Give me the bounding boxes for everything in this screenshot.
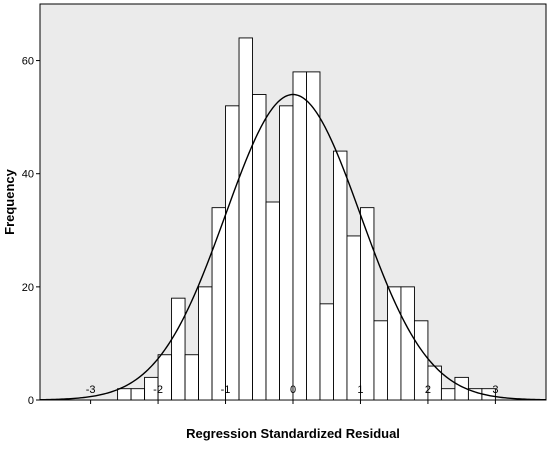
bars-group (117, 37, 496, 401)
x-tick-label-3: 0 (290, 384, 296, 396)
histogram-bar-8 (225, 105, 240, 401)
histogram-bar-17 (346, 235, 361, 401)
histogram-bar-20 (387, 286, 402, 401)
histogram-bar-15 (319, 303, 334, 401)
histogram-bar-4 (171, 297, 186, 401)
x-tick-label-0: -3 (86, 384, 96, 396)
histogram-bar-5 (184, 354, 199, 401)
histogram-bar-12 (279, 105, 294, 401)
x-axis: -3 -2 -1 0 1 2 3 (86, 384, 498, 404)
y-tick-label-2: 40 (22, 169, 34, 181)
y-tick-label-0: 0 (28, 395, 34, 407)
y-axis: 0 20 40 60 (22, 56, 40, 407)
histogram-bar-13 (292, 71, 307, 401)
histogram-bar-9 (238, 37, 253, 401)
x-tick-label-2: -1 (221, 384, 231, 396)
histogram-bar-22 (413, 320, 429, 401)
histogram-bar-18 (360, 207, 375, 401)
y-axis-title: Frequency (2, 168, 17, 235)
histogram-bar-21 (400, 286, 415, 401)
y-tick-label-3: 60 (22, 56, 34, 68)
histogram-bar-7 (211, 207, 226, 401)
x-tick-label-4: 1 (357, 384, 363, 396)
histogram-bar-11 (265, 201, 280, 401)
histogram-bar-16 (333, 150, 348, 401)
y-tick-label-1: 20 (22, 282, 34, 294)
histogram-bar-24 (440, 388, 456, 401)
x-tick-label-1: -2 (153, 384, 163, 396)
normal-curve (39, 93, 547, 401)
histogram-bar-19 (373, 320, 388, 401)
x-tick-label-6: 3 (492, 384, 498, 396)
histogram-bar-6 (198, 286, 213, 401)
histogram-bar-14 (306, 71, 321, 401)
x-axis-title: Regression Standardized Residual (186, 426, 400, 441)
histogram-bar-0 (117, 388, 132, 401)
x-tick-label-5: 2 (425, 384, 431, 396)
histogram-bar-1 (130, 388, 146, 401)
